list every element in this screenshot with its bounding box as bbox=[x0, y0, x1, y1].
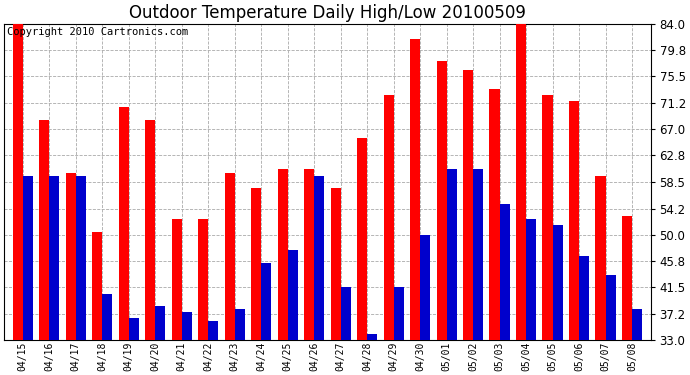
Bar bbox=[76, 176, 86, 340]
Bar bbox=[606, 275, 615, 340]
Bar bbox=[288, 250, 297, 340]
Bar bbox=[198, 219, 208, 340]
Bar bbox=[526, 219, 536, 340]
Bar bbox=[569, 101, 579, 340]
Bar bbox=[145, 120, 155, 340]
Bar bbox=[384, 95, 393, 340]
Bar bbox=[341, 287, 351, 340]
Bar bbox=[622, 216, 632, 340]
Bar bbox=[224, 172, 235, 340]
Bar bbox=[410, 39, 420, 340]
Bar bbox=[251, 188, 261, 340]
Bar bbox=[489, 89, 500, 340]
Bar bbox=[473, 170, 483, 340]
Bar bbox=[595, 176, 606, 340]
Bar bbox=[632, 309, 642, 340]
Bar bbox=[39, 120, 49, 340]
Text: Copyright 2010 Cartronics.com: Copyright 2010 Cartronics.com bbox=[8, 27, 188, 37]
Bar bbox=[235, 309, 245, 340]
Bar bbox=[172, 219, 181, 340]
Bar bbox=[420, 235, 430, 340]
Bar bbox=[500, 204, 510, 340]
Bar bbox=[314, 176, 324, 340]
Bar bbox=[49, 176, 59, 340]
Bar bbox=[181, 312, 192, 340]
Bar bbox=[331, 188, 341, 340]
Bar bbox=[463, 70, 473, 340]
Bar bbox=[23, 176, 33, 340]
Bar bbox=[12, 24, 23, 340]
Bar bbox=[208, 321, 218, 340]
Bar bbox=[304, 170, 314, 340]
Bar bbox=[66, 172, 76, 340]
Bar bbox=[437, 61, 446, 340]
Bar bbox=[542, 95, 553, 340]
Bar bbox=[393, 287, 404, 340]
Bar bbox=[128, 318, 139, 340]
Bar bbox=[357, 138, 367, 340]
Bar bbox=[261, 262, 271, 340]
Bar bbox=[516, 24, 526, 340]
Bar bbox=[367, 334, 377, 340]
Bar bbox=[102, 294, 112, 340]
Bar bbox=[92, 231, 102, 340]
Bar bbox=[119, 108, 128, 340]
Bar bbox=[553, 225, 562, 340]
Bar bbox=[446, 170, 457, 340]
Title: Outdoor Temperature Daily High/Low 20100509: Outdoor Temperature Daily High/Low 20100… bbox=[129, 4, 526, 22]
Bar bbox=[155, 306, 165, 340]
Bar bbox=[579, 256, 589, 340]
Bar bbox=[277, 170, 288, 340]
